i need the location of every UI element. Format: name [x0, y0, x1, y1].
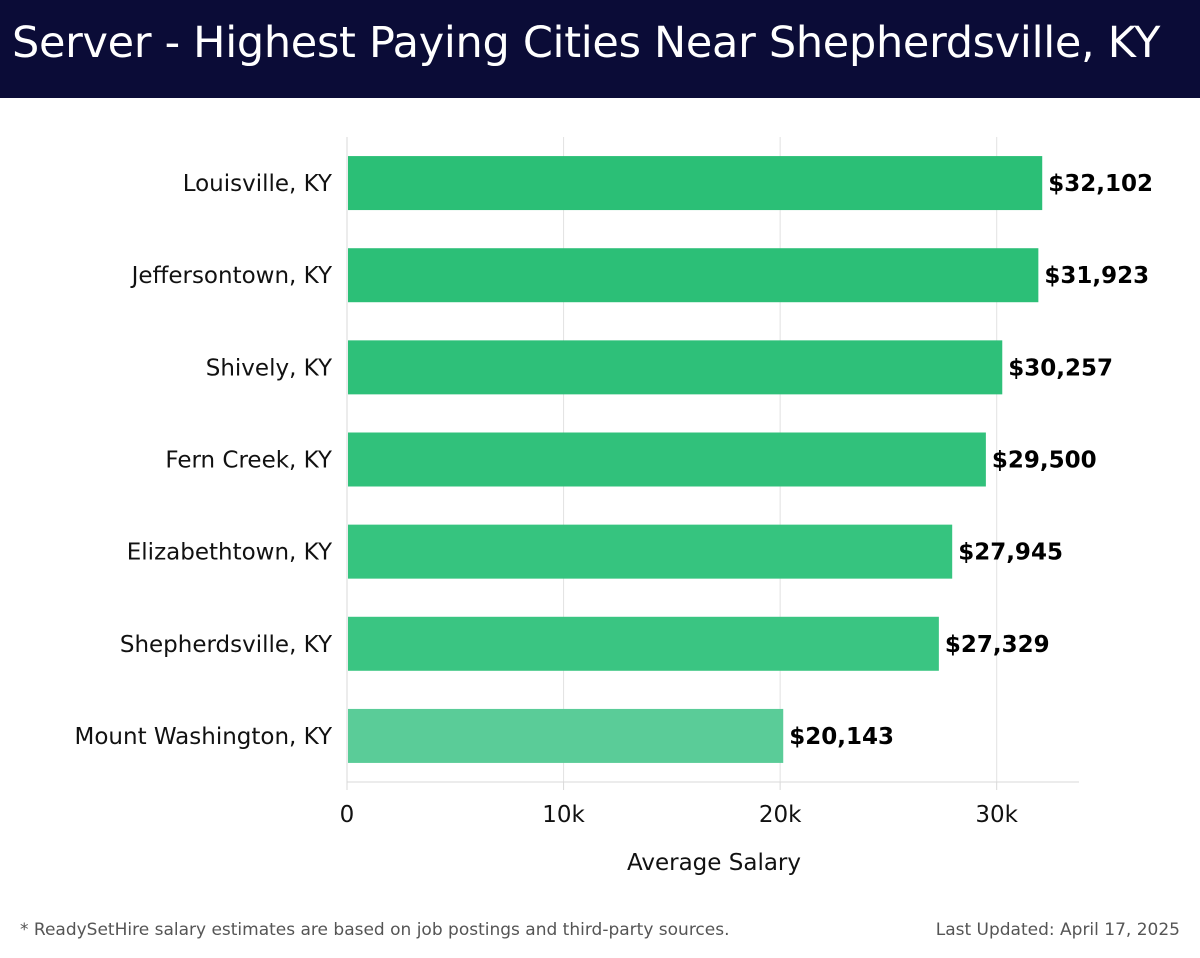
data-label: $20,143	[789, 724, 894, 750]
bar	[348, 156, 1043, 211]
data-label: $30,257	[1008, 355, 1113, 381]
category-label: Louisville, KY	[183, 171, 333, 197]
page-title: Server - Highest Paying Cities Near Shep…	[12, 18, 1161, 68]
bar	[348, 616, 939, 671]
category-label: Shepherdsville, KY	[120, 632, 333, 658]
bar	[348, 708, 784, 763]
x-tick-label: 20k	[759, 802, 802, 828]
bar	[348, 432, 986, 487]
category-label: Jeffersontown, KY	[130, 263, 333, 289]
bar	[348, 248, 1039, 303]
data-label: $27,945	[958, 540, 1063, 566]
bar	[348, 340, 1003, 395]
header-banner: Server - Highest Paying Cities Near Shep…	[0, 0, 1200, 98]
data-label: $31,923	[1044, 263, 1149, 289]
category-label: Shively, KY	[206, 355, 333, 381]
category-label: Mount Washington, KY	[75, 724, 333, 750]
data-label: $27,329	[945, 632, 1050, 658]
x-tick-label: 10k	[542, 802, 585, 828]
data-label: $32,102	[1048, 171, 1153, 197]
category-label: Elizabethtown, KY	[127, 540, 333, 566]
category-label: Fern Creek, KY	[165, 448, 333, 474]
x-tick-label: 30k	[975, 802, 1018, 828]
bar	[348, 524, 953, 579]
x-tick-label: 0	[340, 802, 355, 828]
last-updated: Last Updated: April 17, 2025	[935, 920, 1180, 940]
data-label: $29,500	[992, 448, 1097, 474]
footnote: * ReadySetHire salary estimates are base…	[20, 920, 730, 940]
x-axis-title: Average Salary	[626, 850, 801, 876]
